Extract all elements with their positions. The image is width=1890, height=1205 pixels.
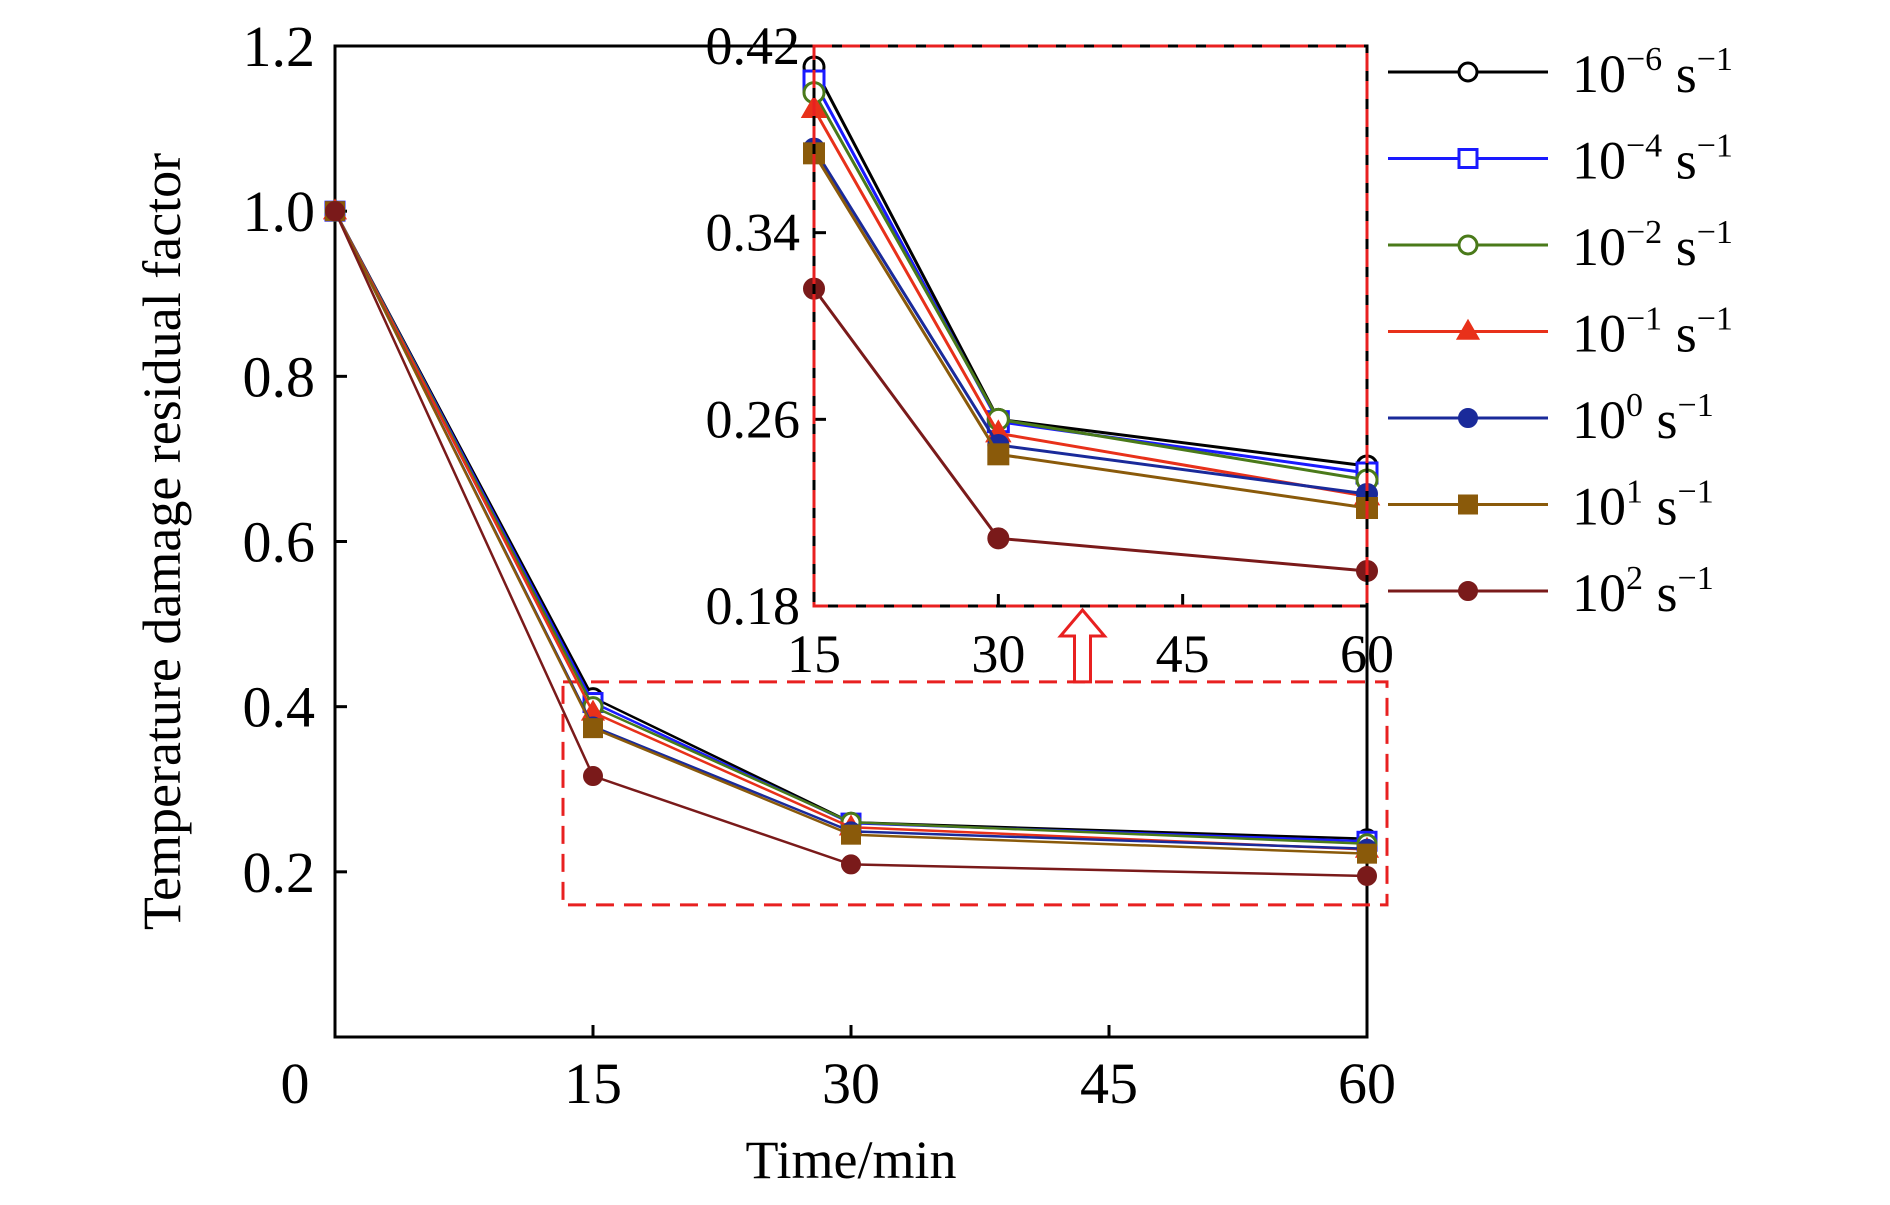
y-tick-label: 0.6: [243, 510, 316, 575]
legend-label: 101 s−1: [1572, 474, 1714, 537]
legend-entry: 10−6 s−1: [1388, 41, 1733, 104]
legend-marker: [1455, 318, 1481, 340]
legend-entry: 10−4 s−1: [1388, 128, 1733, 191]
y-tick-label: 0.4: [243, 675, 316, 740]
legend-label: 10−2 s−1: [1572, 214, 1733, 277]
y-tick-label: 0.2: [243, 840, 316, 905]
zoom-arrow: [1057, 607, 1108, 684]
inset-x-tick-label: 15: [787, 624, 841, 684]
inset-x-tick-label: 60: [1340, 624, 1394, 684]
legend-entry: 102 s−1: [1388, 560, 1714, 623]
series-line: [333, 210, 1368, 846]
y-tick-label: 1.0: [243, 179, 316, 244]
legend-marker: [1458, 494, 1478, 515]
x-tick-label: 30: [822, 1051, 880, 1116]
legend-entry: 10−2 s−1: [1388, 214, 1733, 277]
inset-plot: 15 30 45 60 0.18 0.26 0.34 0.42: [706, 16, 1395, 684]
series-6: [325, 201, 1377, 886]
legend-marker: [1458, 408, 1478, 428]
x-tick-label: 45: [1080, 1051, 1138, 1116]
legend-label: 10−6 s−1: [1572, 41, 1733, 104]
series-line: [333, 210, 1368, 855]
data-point: [325, 201, 345, 222]
x-tick-label: 0: [281, 1051, 310, 1116]
legend-label: 102 s−1: [1572, 560, 1714, 623]
main-plot: 0 15 30 45 60 0.2 0.4 0.6 0.8 1.0 1.2 Time/min Tempe…: [132, 14, 1396, 1190]
legend-label: 10−4 s−1: [1572, 128, 1733, 191]
data-point: [583, 766, 603, 787]
zoom-region-box: [561, 680, 1389, 907]
y-tick-label: 1.2: [243, 14, 316, 79]
x-tick-label: 60: [1338, 1051, 1396, 1116]
legend-entry: 100 s−1: [1388, 387, 1714, 450]
legend-marker: [1457, 61, 1479, 83]
inset-y-tick-label: 0.26: [706, 389, 801, 449]
legend-label: 10−1 s−1: [1572, 301, 1733, 364]
inset-x-tick-label: 45: [1156, 624, 1210, 684]
inset-data-point: [987, 527, 1010, 550]
inset-x-tick-label: 30: [971, 624, 1025, 684]
legend-marker: [1458, 581, 1478, 601]
inset-background: [814, 46, 1367, 606]
legend-marker: [1457, 234, 1479, 256]
data-point: [841, 824, 861, 845]
data-point: [841, 854, 861, 875]
series-line: [333, 210, 1368, 878]
inset-y-tick-label: 0.34: [706, 203, 801, 263]
series-line: [333, 210, 1368, 851]
legend-marker: [1457, 148, 1479, 169]
data-point: [583, 718, 603, 739]
data-point: [1357, 865, 1377, 886]
legend-label: 100 s−1: [1572, 387, 1714, 450]
legend-entry: 101 s−1: [1388, 474, 1714, 537]
x-tick-label: 15: [564, 1051, 622, 1116]
y-axis-title: Temperature damage residual factor: [132, 153, 192, 930]
inset-data-point: [987, 443, 1010, 466]
x-axis-title: Time/min: [745, 1130, 956, 1190]
inset-dashed-border: [812, 44, 1369, 608]
legend-entry: 10−1 s−1: [1388, 301, 1733, 364]
y-tick-label: 0.8: [243, 344, 316, 409]
inset-y-tick-label: 0.42: [706, 16, 801, 76]
data-point: [1357, 843, 1377, 864]
legend: 10−6 s−1 10−4 s−1 10−2 s−1 10−1 s−1 100 s−1 1…: [1388, 41, 1733, 623]
inset-y-tick-label: 0.18: [706, 576, 801, 636]
